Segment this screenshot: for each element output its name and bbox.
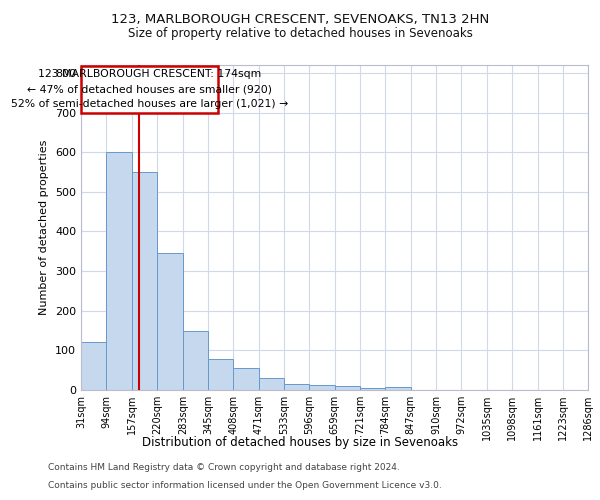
Bar (335, 386, 360, 390)
Bar (385, 387, 410, 390)
Bar (81, 342, 106, 390)
Text: Contains HM Land Registry data © Crown copyright and database right 2024.: Contains HM Land Registry data © Crown c… (48, 464, 400, 472)
Text: Size of property relative to detached houses in Sevenoaks: Size of property relative to detached ho… (128, 28, 472, 40)
Bar (132, 172, 157, 390)
Text: 123, MARLBOROUGH CRESCENT, SEVENOAKS, TN13 2HN: 123, MARLBOROUGH CRESCENT, SEVENOAKS, TN… (111, 12, 489, 26)
FancyBboxPatch shape (81, 66, 218, 112)
Bar (106, 152, 132, 390)
Text: 123 MARLBOROUGH CRESCENT: 174sqm
← 47% of detached houses are smaller (920)
52% : 123 MARLBOROUGH CRESCENT: 174sqm ← 47% o… (11, 69, 289, 110)
Bar (183, 332, 208, 390)
Bar (284, 384, 309, 390)
Bar (309, 385, 335, 390)
Y-axis label: Number of detached properties: Number of detached properties (40, 140, 49, 315)
Bar (233, 368, 259, 390)
Text: Contains public sector information licensed under the Open Government Licence v3: Contains public sector information licen… (48, 481, 442, 490)
Bar (259, 378, 284, 390)
Bar (208, 359, 233, 390)
Text: Distribution of detached houses by size in Sevenoaks: Distribution of detached houses by size … (142, 436, 458, 449)
Bar (157, 254, 183, 390)
Bar (360, 388, 385, 390)
